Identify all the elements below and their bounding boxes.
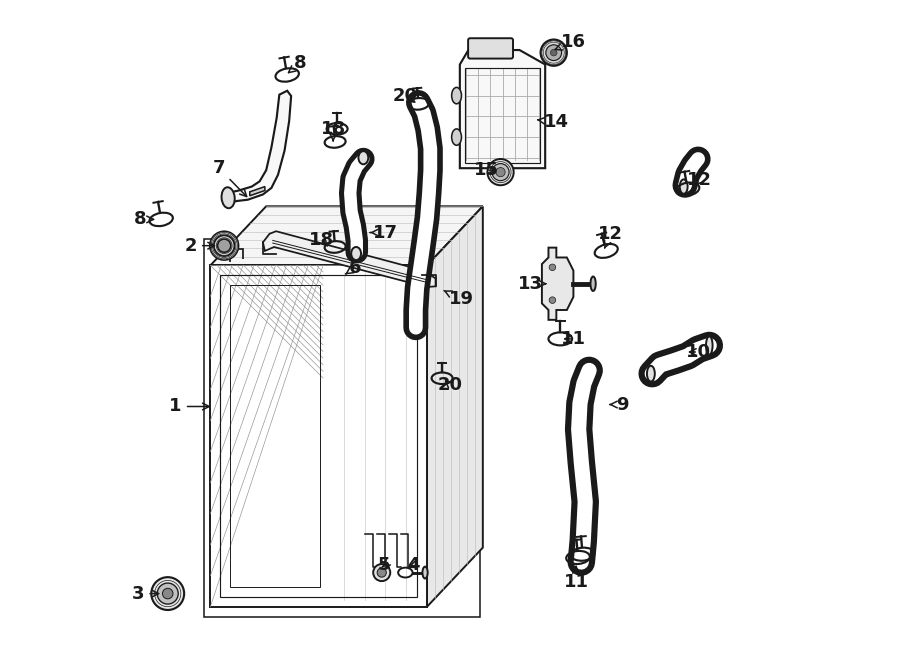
Circle shape <box>374 564 391 581</box>
Ellipse shape <box>452 129 462 145</box>
Ellipse shape <box>351 247 361 260</box>
Text: 8: 8 <box>288 54 307 73</box>
Text: 13: 13 <box>518 275 545 293</box>
Text: 15: 15 <box>473 161 499 179</box>
Text: 14: 14 <box>538 113 569 131</box>
Ellipse shape <box>358 151 368 164</box>
Polygon shape <box>250 187 265 196</box>
Text: 20: 20 <box>393 87 418 105</box>
Circle shape <box>151 577 184 610</box>
Circle shape <box>213 235 235 256</box>
Circle shape <box>496 167 505 177</box>
Text: 2: 2 <box>184 236 214 255</box>
Text: 19: 19 <box>444 291 474 308</box>
Circle shape <box>218 239 230 252</box>
Polygon shape <box>460 50 545 168</box>
FancyBboxPatch shape <box>468 38 513 58</box>
Text: 7: 7 <box>212 159 247 197</box>
Text: 12: 12 <box>598 225 624 248</box>
Ellipse shape <box>221 187 235 209</box>
Circle shape <box>163 589 173 599</box>
Polygon shape <box>542 248 573 320</box>
Circle shape <box>488 159 514 185</box>
Circle shape <box>551 50 557 56</box>
Circle shape <box>492 164 509 181</box>
Ellipse shape <box>452 87 462 104</box>
Ellipse shape <box>590 277 596 291</box>
Text: 11: 11 <box>563 567 589 591</box>
Text: 11: 11 <box>561 330 586 348</box>
Polygon shape <box>263 231 436 287</box>
Text: 8: 8 <box>134 211 153 228</box>
Circle shape <box>549 264 555 271</box>
Text: 17: 17 <box>371 224 398 242</box>
Text: 10: 10 <box>686 343 711 361</box>
Polygon shape <box>211 207 482 265</box>
Text: 3: 3 <box>132 585 158 602</box>
Ellipse shape <box>647 366 655 381</box>
Ellipse shape <box>422 567 427 579</box>
Text: 16: 16 <box>555 33 586 51</box>
Polygon shape <box>427 207 482 606</box>
Text: 20: 20 <box>437 376 463 394</box>
Text: 5: 5 <box>378 556 391 575</box>
Text: 9: 9 <box>610 395 628 414</box>
Text: 1: 1 <box>169 397 209 416</box>
Ellipse shape <box>680 179 688 194</box>
Circle shape <box>158 583 178 604</box>
Circle shape <box>210 231 239 260</box>
Circle shape <box>541 40 567 66</box>
Circle shape <box>549 297 555 303</box>
Text: 12: 12 <box>687 171 712 189</box>
Circle shape <box>545 45 562 60</box>
Ellipse shape <box>706 336 713 355</box>
Text: 4: 4 <box>408 556 420 575</box>
Text: 18: 18 <box>310 232 335 250</box>
Polygon shape <box>227 91 291 203</box>
Circle shape <box>377 568 386 577</box>
Text: 6: 6 <box>346 259 361 277</box>
Text: 18: 18 <box>320 120 346 141</box>
Polygon shape <box>211 265 427 606</box>
